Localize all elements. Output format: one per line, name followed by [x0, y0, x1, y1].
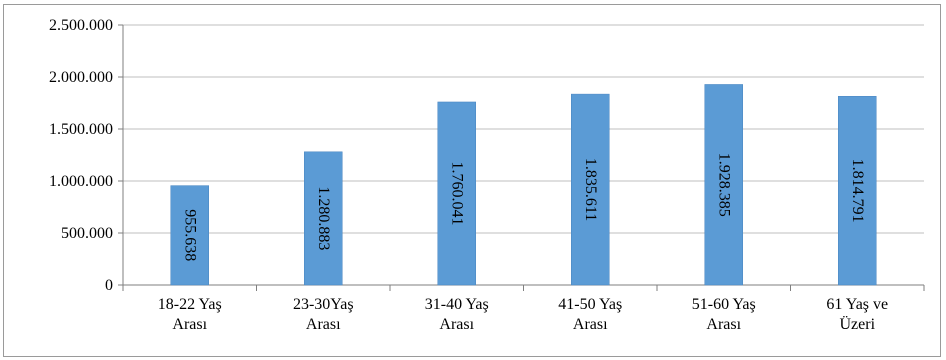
- bar: [571, 93, 610, 286]
- y-tick-label: 2.000.000: [49, 69, 113, 86]
- y-tick-label: 1.500.000: [49, 121, 113, 138]
- x-category-label: Arası: [706, 316, 741, 333]
- x-category-label: 18-22 Yaş: [158, 296, 222, 313]
- data-label: 1.928.385: [715, 153, 732, 217]
- y-tick-label: 0: [105, 277, 113, 294]
- data-label: 1.280.883: [315, 186, 332, 250]
- x-category-label: Arası: [172, 316, 207, 333]
- bar: [170, 185, 209, 286]
- y-tick-label: 500.000: [61, 225, 113, 242]
- bar: [704, 84, 743, 286]
- x-category-label: 41-50 Yaş: [558, 296, 622, 313]
- x-category-label: Arası: [439, 316, 474, 333]
- y-tick-label: 2.500.000: [49, 17, 113, 34]
- x-category-label: 31-40 Yaş: [425, 296, 489, 313]
- x-category-label: Arası: [573, 316, 608, 333]
- x-category-label: 23-30Yaş: [293, 296, 354, 313]
- data-label: 1.760.041: [448, 161, 465, 225]
- bar: [304, 151, 343, 286]
- x-category-label: Üzeri: [839, 315, 875, 333]
- bar: [437, 101, 476, 286]
- x-category-label: Arası: [306, 316, 341, 333]
- data-label: 1.835.611: [582, 158, 599, 221]
- x-category-label: 51-60 Yaş: [692, 296, 756, 313]
- bar: [838, 96, 877, 286]
- data-label: 1.814.791: [849, 159, 866, 223]
- data-label: 955.638: [181, 209, 198, 261]
- x-category-label: 61 Yaş ve: [826, 296, 888, 313]
- y-tick-label: 1.000.000: [49, 173, 113, 190]
